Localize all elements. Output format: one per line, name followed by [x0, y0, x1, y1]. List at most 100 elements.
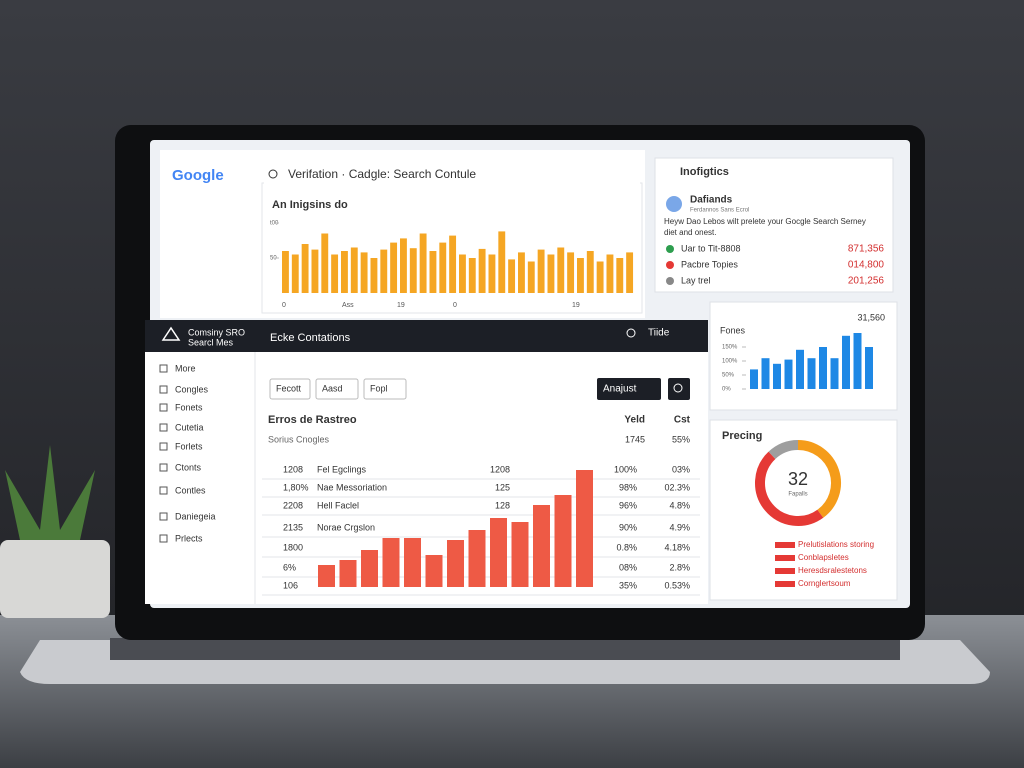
bar	[449, 235, 457, 293]
item-value: 201,256	[848, 276, 885, 287]
bar	[796, 349, 804, 389]
toolbar-menu[interactable]: Tiide	[648, 328, 670, 339]
nav-item[interactable]: Cutetia	[175, 422, 204, 432]
bar	[518, 252, 525, 293]
cell: Fel Egclings	[317, 464, 367, 474]
cell: 0.53%	[664, 580, 690, 590]
cell: 2208	[283, 500, 303, 510]
bar	[382, 538, 400, 587]
donut-caption: Fapalls	[788, 492, 807, 498]
legend-label: Cornglertsoum	[798, 579, 851, 588]
legend-label: Prelutislations storing	[798, 540, 874, 549]
bar	[490, 518, 507, 587]
insights-subtitle: Ferdannos Sans Ecrol	[690, 208, 749, 214]
bar	[865, 347, 873, 389]
logo: Google	[172, 167, 224, 184]
plant-pot	[0, 540, 110, 618]
bar	[429, 251, 437, 293]
cell: 1208	[490, 464, 510, 474]
y-tick-label: 100%	[722, 359, 738, 365]
filter-label: Fopl	[370, 383, 388, 393]
bar	[390, 242, 398, 293]
cell: Nae Messoriation	[317, 482, 387, 492]
nav-icon	[159, 364, 168, 373]
nav-item[interactable]: Prlects	[175, 533, 203, 543]
bar	[341, 251, 348, 293]
y-tick-label: 150%	[722, 345, 738, 351]
item-label: Pacbre Topies	[681, 259, 738, 269]
filter-button[interactable]	[269, 378, 311, 400]
toolbar-search-icon[interactable]	[626, 328, 636, 338]
filter-label: Fecott	[276, 383, 302, 393]
bar	[498, 231, 506, 293]
cell: 128	[495, 500, 510, 510]
nav-item[interactable]: Contles	[175, 485, 206, 495]
bar	[616, 258, 624, 293]
bar	[360, 252, 368, 293]
bar	[527, 261, 535, 293]
bar	[567, 252, 575, 293]
nav-icon	[159, 486, 168, 495]
y-tick-label: 50%	[722, 373, 735, 379]
search-box[interactable]	[264, 165, 640, 185]
bar	[819, 347, 827, 389]
nav-item[interactable]: Congles	[175, 384, 209, 394]
warning-icon	[161, 326, 181, 341]
status-dot	[666, 277, 674, 285]
bar	[807, 358, 816, 389]
cell: 1208	[283, 464, 303, 474]
bar	[750, 369, 758, 389]
bar	[606, 254, 614, 293]
bar	[576, 470, 593, 587]
legend-swatch	[775, 568, 795, 574]
bar	[468, 258, 476, 293]
nav-icon	[159, 385, 168, 394]
site-name: Searcl Mes	[188, 337, 234, 347]
x-label: 19	[572, 302, 580, 309]
nav-item[interactable]: More	[175, 363, 196, 373]
mini-total: 31,560	[857, 312, 885, 322]
nav-item[interactable]: Fonets	[175, 402, 203, 412]
table-subtitle: 1745	[625, 434, 645, 444]
cell: Hell Faclel	[317, 500, 359, 510]
nav-item[interactable]: Ctonts	[175, 462, 202, 472]
cell: 4.9%	[669, 522, 690, 532]
status-dot	[666, 245, 674, 253]
cell: 1,80%	[283, 482, 309, 492]
x-label: 19	[397, 302, 405, 309]
insights-title: Inofigtics	[680, 166, 729, 178]
cell: 2135	[283, 522, 303, 532]
bar	[425, 555, 443, 587]
search-button[interactable]	[668, 378, 690, 400]
nav-icon	[159, 423, 168, 432]
search-icon	[268, 169, 278, 179]
bar	[318, 565, 335, 587]
bar	[419, 233, 427, 293]
cell: 03%	[672, 464, 690, 474]
plant	[5, 445, 95, 540]
toolbar-title: Ecke Contations	[270, 332, 351, 344]
filter-button[interactable]	[363, 378, 407, 400]
cell: 1800	[283, 542, 303, 552]
insights-card	[654, 157, 894, 293]
legend-swatch	[775, 581, 795, 587]
bar	[361, 550, 378, 587]
bar	[400, 238, 407, 293]
y-tick-label: t00	[270, 221, 279, 227]
table-subtitle: 55%	[672, 434, 690, 444]
cell: 08%	[619, 562, 637, 572]
bar	[626, 252, 634, 293]
nav-item[interactable]: Daniegeia	[175, 511, 216, 521]
nav-item[interactable]: Forlets	[175, 441, 203, 451]
action-button[interactable]	[597, 378, 661, 400]
filter-button[interactable]	[315, 378, 359, 400]
donut-segment	[768, 440, 799, 460]
bar	[842, 335, 850, 389]
bar	[478, 248, 486, 293]
legend-swatch	[775, 555, 795, 561]
bar	[577, 258, 584, 293]
bar	[291, 254, 299, 293]
nav-icon	[159, 403, 168, 412]
table-title: Erros de Rastreo	[268, 414, 357, 426]
